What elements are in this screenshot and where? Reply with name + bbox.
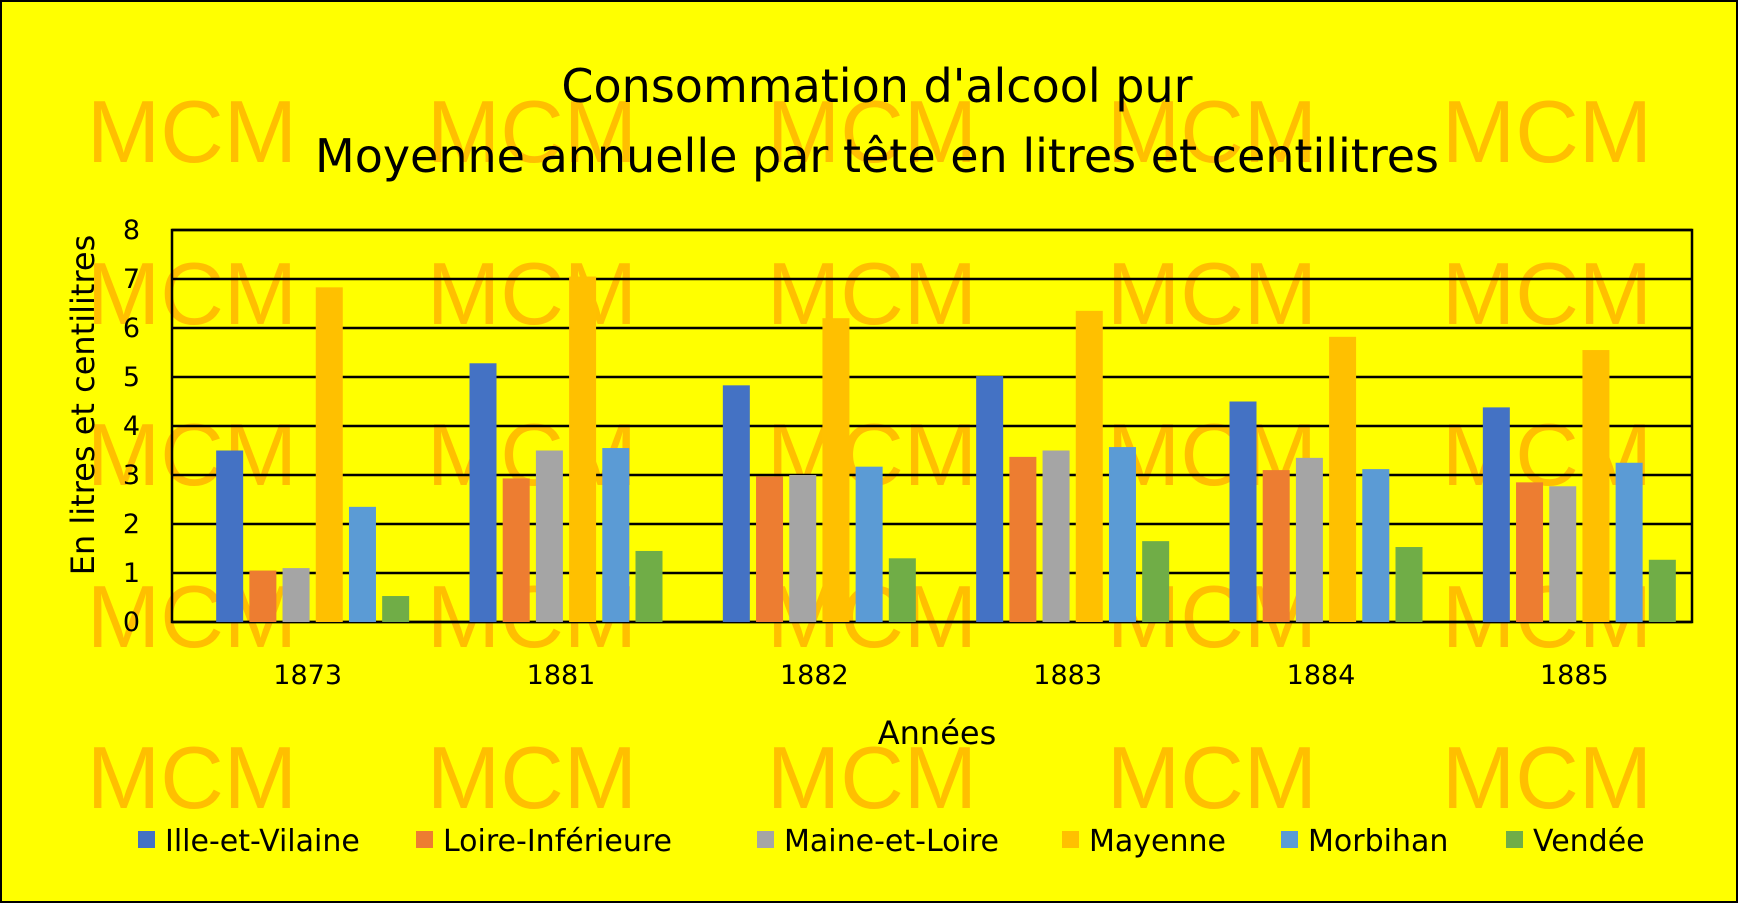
legend-label: Vendée	[1533, 824, 1645, 859]
bar-Mayenne-1882	[822, 318, 850, 622]
y-tick-label: 7	[123, 264, 140, 295]
bar-Morbihan-1873	[348, 506, 376, 622]
chart-title-line-1: Consommation d'alcool pur	[561, 59, 1192, 113]
bar-Morbihan-1881	[602, 448, 630, 622]
bar-Loire-Inférieure-1882	[756, 476, 784, 622]
watermark-text: MCM	[1107, 82, 1317, 181]
bar-Loire-Inférieure-1883	[1009, 456, 1037, 622]
bar-Loire-Inférieure-1873	[249, 570, 277, 622]
legend-swatch-Maine-et-Loire	[757, 831, 774, 848]
legend: Ille-et-Vilaine Loire-Inférieure Maine-et-…	[138, 824, 1645, 859]
watermark-text: MCM	[1442, 728, 1652, 827]
x-axis-title: Années	[878, 714, 997, 752]
y-tick-label: 3	[123, 460, 140, 491]
watermark-text: MCM	[427, 728, 637, 827]
watermark-text: MCM	[87, 405, 297, 504]
watermark-text: MCM	[427, 405, 637, 504]
x-tick-label: 1881	[527, 660, 596, 691]
chart-title-line-2: Moyenne annuelle par tête en litres et c…	[315, 129, 1439, 183]
bar-Mayenne-1885	[1582, 350, 1610, 622]
bar-Morbihan-1883	[1108, 447, 1136, 622]
x-tick-label: 1885	[1540, 660, 1609, 691]
x-tick-label: 1884	[1287, 660, 1356, 691]
bar-Ille-et-Vilaine-1883	[976, 376, 1004, 622]
watermark-text: MCM	[1442, 244, 1652, 343]
plot-area: 0 1 2 3 4 5 6 7 8 1873 1881 1882 1883 1884 1885	[123, 215, 1694, 691]
bar-Loire-Inférieure-1881	[502, 478, 530, 622]
legend-label: Maine-et-Loire	[784, 824, 999, 859]
bar-Maine-et-Loire-1883	[1042, 450, 1070, 622]
watermark-text: MCM	[767, 244, 977, 343]
bar-Ille-et-Vilaine-1885	[1482, 407, 1510, 622]
bar-Vendée-1881	[635, 550, 663, 622]
watermark-text: MCM	[767, 728, 977, 827]
legend-swatch-Mayenne	[1062, 831, 1079, 848]
y-tick-label: 0	[123, 607, 140, 638]
watermark-text: MCM	[427, 82, 637, 181]
legend-swatch-Ille-et-Vilaine	[138, 831, 155, 848]
y-tick-label: 5	[123, 362, 140, 393]
y-tick-label: 1	[123, 558, 140, 589]
bar-Loire-Inférieure-1885	[1516, 482, 1544, 622]
bar-Ille-et-Vilaine-1873	[216, 450, 244, 622]
x-tick-label: 1873	[273, 660, 342, 691]
y-tick-label: 4	[123, 411, 140, 442]
bar-Maine-et-Loire-1885	[1549, 486, 1577, 622]
bar-Ille-et-Vilaine-1884	[1229, 401, 1257, 622]
legend-label: Loire-Inférieure	[443, 824, 672, 859]
watermark-text: MCM	[1107, 728, 1317, 827]
y-tick-label: 2	[123, 509, 140, 540]
watermark-text: MCM	[87, 82, 297, 181]
bar-Vendée-1885	[1648, 559, 1676, 622]
watermark-text: MCM	[1442, 82, 1652, 181]
watermark-text: MCM	[87, 728, 297, 827]
bar-Mayenne-1881	[569, 276, 597, 622]
bar-Ille-et-Vilaine-1882	[722, 385, 750, 622]
bar-Ille-et-Vilaine-1881	[469, 363, 497, 622]
bar-Morbihan-1882	[855, 466, 883, 622]
x-tick-label: 1883	[1033, 660, 1102, 691]
legend-label: Mayenne	[1089, 824, 1226, 859]
bar-Vendée-1884	[1395, 547, 1423, 622]
watermark-text: MCM	[427, 244, 637, 343]
bar-Vendée-1873	[382, 596, 410, 622]
bar-Mayenne-1884	[1329, 336, 1357, 622]
x-tick-label: 1882	[780, 660, 849, 691]
bar-Maine-et-Loire-1884	[1295, 457, 1323, 622]
watermark-text: MCM	[87, 244, 297, 343]
legend-swatch-Morbihan	[1281, 831, 1298, 848]
bar-Morbihan-1885	[1615, 462, 1643, 622]
watermark-text: MCM	[767, 82, 977, 181]
y-axis-title: En litres et centilitres	[64, 235, 102, 576]
bar-Loire-Inférieure-1884	[1262, 470, 1290, 622]
bar-Mayenne-1883	[1075, 310, 1103, 622]
y-tick-label: 8	[123, 215, 140, 246]
bar-Maine-et-Loire-1881	[535, 450, 563, 622]
legend-swatch-Vendée	[1506, 831, 1523, 848]
legend-label: Ille-et-Vilaine	[165, 824, 360, 859]
bar-Morbihan-1884	[1362, 469, 1390, 622]
watermark-text: MCM	[427, 567, 637, 666]
bar-Maine-et-Loire-1873	[282, 568, 310, 622]
watermark-text: MCM	[1107, 244, 1317, 343]
legend-label: Morbihan	[1308, 824, 1448, 859]
legend-swatch-Loire-Inférieure	[416, 831, 433, 848]
bar-Mayenne-1873	[315, 287, 343, 622]
y-tick-label: 6	[123, 313, 140, 344]
bar-Vendée-1882	[888, 558, 916, 622]
bar-Maine-et-Loire-1882	[789, 475, 817, 622]
bar-Vendée-1883	[1142, 541, 1170, 622]
